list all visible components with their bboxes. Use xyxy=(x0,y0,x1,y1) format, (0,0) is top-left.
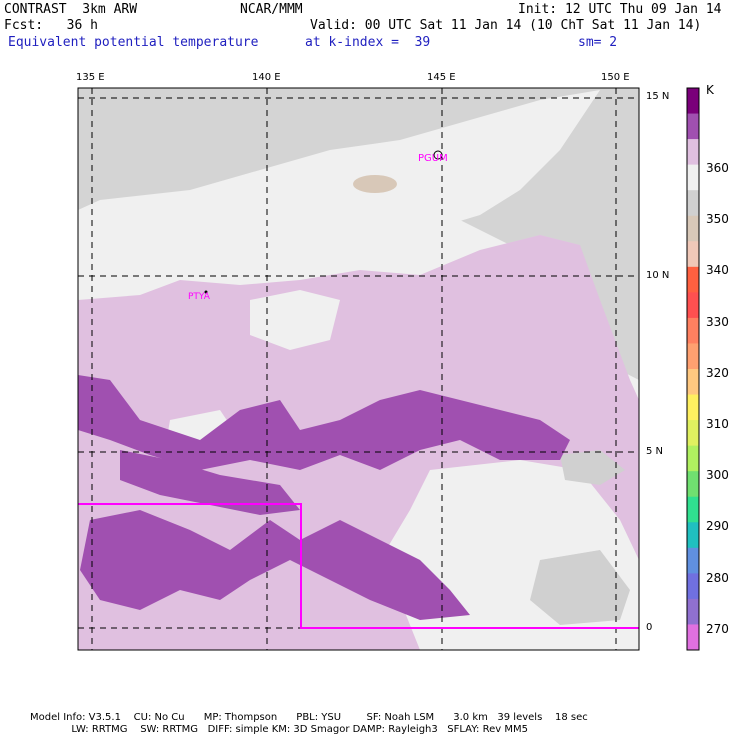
colorbar-tick-label: 310 xyxy=(706,417,729,431)
colorbar-tick-label: 280 xyxy=(706,570,729,585)
gray-region xyxy=(78,88,420,180)
lon-label: 135 E xyxy=(76,72,105,83)
colorbar-tick-label: 340 xyxy=(706,263,729,278)
colorbar-swatch xyxy=(687,266,699,293)
purple-band xyxy=(78,375,570,470)
colorbar-swatch xyxy=(687,164,699,191)
station-marker-ptya xyxy=(204,290,208,294)
model-title: CONTRAST 3km ARW xyxy=(4,2,138,17)
colorbar-swatch xyxy=(687,598,699,625)
colorbar-swatch xyxy=(687,522,699,549)
colorbar-swatch xyxy=(687,139,699,166)
field-name: Equivalent potential temperature xyxy=(8,35,259,50)
purple-band xyxy=(80,510,470,620)
white-region xyxy=(78,90,600,290)
colorbar-swatch xyxy=(687,190,699,217)
colorbar-tick-label: 300 xyxy=(706,468,729,483)
map-frame xyxy=(77,87,640,651)
colorbar-swatch xyxy=(687,394,699,421)
colorbar-tick-label: 350 xyxy=(706,212,729,227)
colorbar-swatch xyxy=(687,343,699,370)
lat-label: 10 N xyxy=(646,270,670,281)
colorbar-swatch xyxy=(687,241,699,268)
colorbar-swatch xyxy=(687,573,699,600)
colorbar-swatch xyxy=(687,215,699,242)
grid-lines xyxy=(78,88,639,650)
model-info-line2: LW: RRTMG SW: RRTMG DIFF: simple KM: 3D … xyxy=(30,724,528,735)
lat-label: 0 xyxy=(646,622,653,633)
station-marker-pgum xyxy=(433,150,443,160)
model-info-line1: Model Info: V3.5.1 CU: No Cu MP: Thompso… xyxy=(30,712,588,723)
colorbar-swatch xyxy=(687,471,699,498)
tan-patch xyxy=(353,175,397,193)
colorbar-swatch xyxy=(687,496,699,523)
lat-label: 5 N xyxy=(646,446,664,457)
colorbar-tick-label: 360 xyxy=(706,161,729,175)
white-patch xyxy=(250,290,340,350)
colorbar-tick-label: 270 xyxy=(706,621,729,636)
colorbar-swatch xyxy=(687,369,699,396)
colorbar-tick-label: 320 xyxy=(706,365,729,380)
colorbar-swatches xyxy=(687,88,699,651)
lon-label: 150 E xyxy=(601,72,630,83)
colorbar-unit: K xyxy=(706,83,714,97)
colorbar-swatch xyxy=(687,317,699,344)
colorbar-frame xyxy=(686,87,700,651)
shaded-field xyxy=(78,88,639,650)
valid-time: Valid: 00 UTC Sat 11 Jan 14 (10 ChT Sat … xyxy=(310,18,702,33)
colorbar-swatch xyxy=(687,113,699,140)
organization-label: NCAR/MMM xyxy=(240,2,303,17)
lon-label: 140 E xyxy=(252,72,281,83)
init-time: Init: 12 UTC Thu 09 Jan 14 xyxy=(518,2,722,17)
colorbar-swatch xyxy=(687,445,699,472)
smoothing-info: sm= 2 xyxy=(578,35,618,50)
station-label-pgum: PGUM xyxy=(418,153,448,164)
colorbar-swatch xyxy=(687,292,699,319)
colorbar-tick-label: 290 xyxy=(706,519,729,534)
gray-patch xyxy=(560,450,625,485)
purple-band xyxy=(120,450,300,515)
lon-label: 145 E xyxy=(427,72,456,83)
nested-domain-box xyxy=(78,503,639,629)
colorbar-swatch xyxy=(687,88,699,115)
colorbar-swatch xyxy=(687,624,699,651)
colorbar-tick-label: 330 xyxy=(706,314,729,329)
level-info: at k-index = 39 xyxy=(305,35,431,50)
colorbar-swatch xyxy=(687,547,699,574)
gray-patch xyxy=(530,550,630,625)
lat-label: 15 N xyxy=(646,91,670,102)
colorbar-swatch xyxy=(687,420,699,447)
forecast-hour: Fcst: 36 h xyxy=(4,18,98,33)
station-label-ptya: PTYA xyxy=(188,292,211,302)
